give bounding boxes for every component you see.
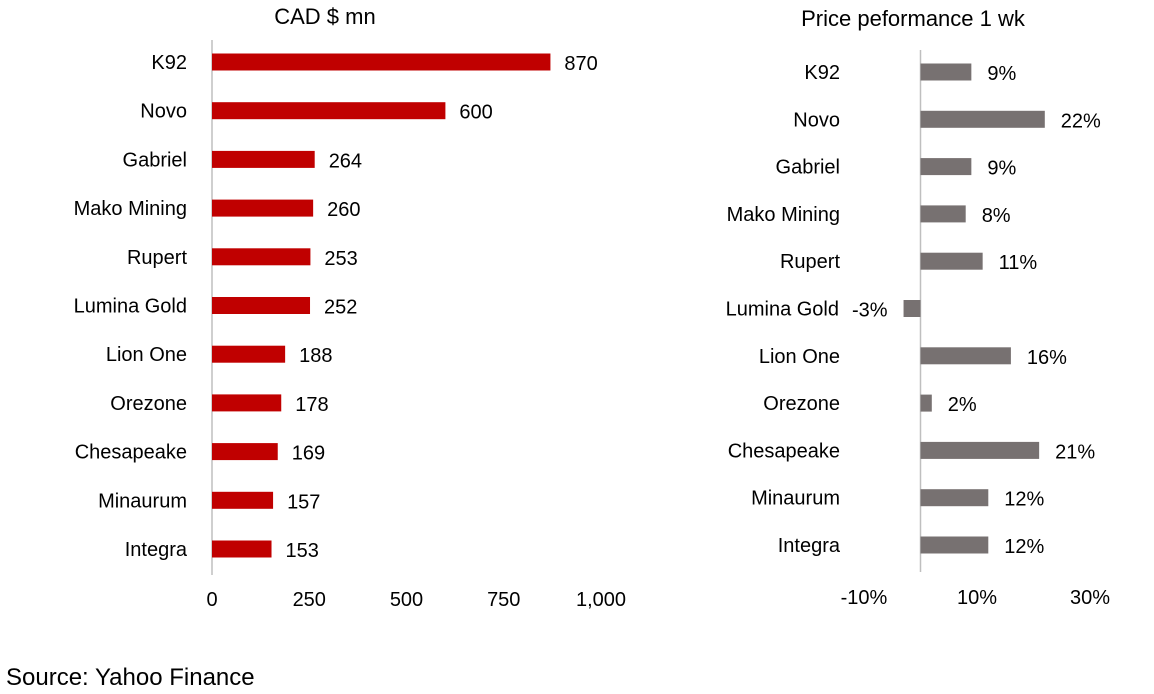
right-category-label: Mako Mining [727, 204, 840, 226]
right-bar [920, 347, 1011, 365]
left-category-label: Lumina Gold [74, 296, 187, 318]
right-value-label: 2% [948, 394, 977, 416]
left-tick-label: 250 [293, 589, 326, 611]
right-chart-title: Price peformance 1 wk [801, 6, 1026, 31]
left-value-label: 153 [286, 540, 319, 562]
left-category-label: Mako Mining [74, 198, 187, 220]
source-note: Source: Yahoo Finance [6, 664, 255, 691]
left-category-label: Orezone [110, 393, 187, 415]
left-bar [212, 491, 274, 509]
right-value-label: 12% [1004, 536, 1044, 558]
right-category-label: Lumina Gold [726, 299, 839, 321]
right-bar [920, 158, 972, 176]
right-bar [920, 63, 972, 81]
right-bar [920, 441, 1040, 459]
left-bar [212, 540, 272, 558]
left-bar [212, 248, 311, 266]
right-value-label: -3% [852, 300, 888, 322]
right-value-label: 12% [1004, 489, 1044, 511]
right-value-label: 22% [1061, 110, 1101, 132]
right-value-label: 11% [999, 252, 1038, 274]
right-bar [920, 205, 966, 223]
left-tick-label: 0 [206, 589, 217, 611]
left-value-label: 169 [292, 443, 325, 465]
right-category-label: Rupert [780, 251, 840, 273]
right-value-label: 8% [982, 205, 1011, 227]
left-category-label: Gabriel [123, 149, 187, 171]
left-category-label: Chesapeake [75, 442, 187, 464]
left-category-label: Lion One [106, 344, 187, 366]
left-category-label: Minaurum [98, 490, 187, 512]
right-category-label: Orezone [763, 393, 840, 415]
right-bar [903, 300, 921, 317]
left-bar [212, 443, 278, 461]
left-category-label: Rupert [127, 247, 187, 269]
right-category-label: Minaurum [751, 488, 840, 510]
left-value-label: 260 [327, 199, 360, 221]
left-value-label: 253 [324, 248, 357, 270]
left-chart-title: CAD $ mn [274, 4, 375, 29]
right-category-label: Novo [793, 109, 840, 131]
left-value-label: 252 [324, 297, 357, 319]
left-bar [212, 394, 282, 412]
left-tick-label: 750 [487, 589, 520, 611]
right-category-label: Chesapeake [728, 440, 840, 462]
right-bar [920, 110, 1045, 128]
left-bar [212, 53, 551, 71]
right-tick-label: 30% [1070, 587, 1110, 609]
left-bar [212, 345, 286, 363]
left-value-label: 178 [295, 394, 328, 416]
right-bar [920, 489, 989, 507]
left-value-label: 188 [299, 345, 332, 367]
right-bar-chart: K92 9% Novo 22% Gabriel 9% Mako Mining 8% Rupert… [726, 50, 1110, 609]
right-tick-label: -10% [841, 587, 888, 609]
right-category-label: K92 [804, 62, 840, 84]
right-value-label: 9% [987, 63, 1016, 85]
left-value-label: 157 [287, 491, 320, 513]
right-category-label: Gabriel [776, 157, 840, 179]
right-bar [920, 394, 932, 412]
right-tick-label: 10% [957, 587, 997, 609]
left-category-label: Novo [140, 101, 187, 123]
right-value-label: 9% [987, 158, 1016, 180]
right-category-label: Integra [778, 535, 841, 557]
left-tick-label: 500 [390, 589, 423, 611]
left-category-label: Integra [125, 539, 188, 561]
left-value-label: 264 [329, 150, 362, 172]
left-bar [212, 102, 446, 120]
left-bar [212, 199, 314, 217]
right-bar [920, 536, 989, 554]
right-category-label: Lion One [759, 346, 840, 368]
left-bar-chart: K92 870 Novo 600 Gabriel 264 Mako Mining 260 Rup… [74, 40, 626, 611]
left-category-label: K92 [151, 52, 187, 74]
right-bar [920, 252, 983, 270]
left-value-label: 600 [459, 102, 492, 124]
right-value-label: 16% [1027, 347, 1067, 369]
right-value-label: 21% [1055, 441, 1095, 463]
left-value-label: 870 [564, 53, 597, 75]
left-bar [212, 150, 315, 168]
left-bar [212, 297, 311, 314]
left-tick-label: 1,000 [576, 589, 626, 611]
